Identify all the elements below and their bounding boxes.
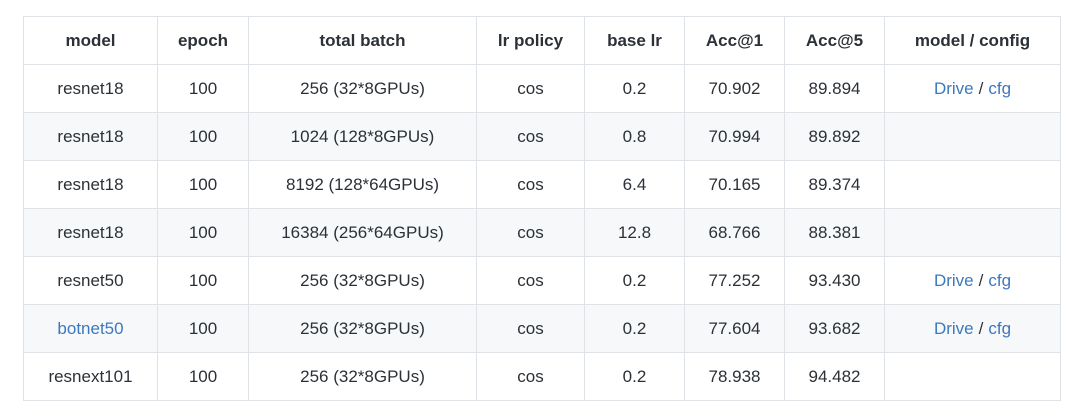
acc1-cell: 77.604 [684, 304, 785, 353]
model-cell: resnext101 [23, 352, 158, 401]
epoch-cell: 100 [157, 208, 249, 257]
model-config-cell: Drive / cfg [884, 304, 1061, 353]
table-header: model epoch total batch lr policy base l… [23, 16, 1061, 65]
model-config-cell [884, 352, 1061, 401]
lr-policy-cell: cos [476, 256, 585, 305]
column-header-acc1: Acc@1 [684, 16, 785, 65]
acc1-cell: 78.938 [684, 352, 785, 401]
epoch-cell: 100 [157, 160, 249, 209]
model-config-cell [884, 112, 1061, 161]
model-name: resnet18 [57, 222, 124, 242]
base-lr-cell: 0.2 [584, 352, 685, 401]
drive-link[interactable]: Drive [933, 78, 974, 98]
acc5-cell: 89.374 [784, 160, 885, 209]
model-cell: resnet50 [23, 256, 158, 305]
acc5-cell: 88.381 [784, 208, 885, 257]
acc5-cell: 93.430 [784, 256, 885, 305]
total-batch-cell: 1024 (128*8GPUs) [248, 112, 477, 161]
epoch-cell: 100 [157, 304, 249, 353]
epoch-cell: 100 [157, 64, 249, 113]
base-lr-cell: 0.2 [584, 304, 685, 353]
lr-policy-cell: cos [476, 112, 585, 161]
total-batch-cell: 256 (32*8GPUs) [248, 64, 477, 113]
base-lr-cell: 12.8 [584, 208, 685, 257]
model-config-cell [884, 208, 1061, 257]
base-lr-cell: 0.2 [584, 256, 685, 305]
cfg-link[interactable]: cfg [988, 318, 1012, 338]
acc5-cell: 94.482 [784, 352, 885, 401]
column-header-acc5: Acc@5 [784, 16, 885, 65]
epoch-cell: 100 [157, 112, 249, 161]
column-header-model-config: model / config [884, 16, 1061, 65]
total-batch-cell: 256 (32*8GPUs) [248, 352, 477, 401]
model-link[interactable]: botnet50 [57, 318, 124, 338]
acc5-cell: 93.682 [784, 304, 885, 353]
lr-policy-cell: cos [476, 64, 585, 113]
column-header-total-batch: total batch [248, 16, 477, 65]
model-config-cell [884, 160, 1061, 209]
table-row: resnet18 100 256 (32*8GPUs) cos 0.2 70.9… [23, 64, 1061, 113]
total-batch-cell: 256 (32*8GPUs) [248, 256, 477, 305]
base-lr-cell: 0.2 [584, 64, 685, 113]
base-lr-cell: 0.8 [584, 112, 685, 161]
model-cell: resnet18 [23, 208, 158, 257]
lr-policy-cell: cos [476, 352, 585, 401]
table-row: resnet50 100 256 (32*8GPUs) cos 0.2 77.2… [23, 256, 1061, 305]
model-name: resnet18 [57, 78, 124, 98]
epoch-cell: 100 [157, 352, 249, 401]
table-row: resnet18 100 1024 (128*8GPUs) cos 0.8 70… [23, 112, 1061, 161]
model-name: resnet50 [57, 270, 124, 290]
acc5-cell: 89.892 [784, 112, 885, 161]
benchmark-table: model epoch total batch lr policy base l… [23, 16, 1061, 401]
cfg-link[interactable]: cfg [988, 270, 1012, 290]
drive-link[interactable]: Drive [933, 270, 974, 290]
lr-policy-cell: cos [476, 304, 585, 353]
config-separator: / [978, 270, 984, 290]
lr-policy-cell: cos [476, 208, 585, 257]
acc1-cell: 77.252 [684, 256, 785, 305]
table-row: resnet18 100 8192 (128*64GPUs) cos 6.4 7… [23, 160, 1061, 209]
model-config-cell: Drive / cfg [884, 256, 1061, 305]
model-name: resnext101 [48, 366, 133, 386]
model-cell: botnet50 [23, 304, 158, 353]
table-row: botnet50 100 256 (32*8GPUs) cos 0.2 77.6… [23, 304, 1061, 353]
acc1-cell: 68.766 [684, 208, 785, 257]
table-body: resnet18 100 256 (32*8GPUs) cos 0.2 70.9… [23, 64, 1061, 401]
model-name: resnet18 [57, 126, 124, 146]
column-header-lr-policy: lr policy [476, 16, 585, 65]
table-row: resnet18 100 16384 (256*64GPUs) cos 12.8… [23, 208, 1061, 257]
column-header-model: model [23, 16, 158, 65]
epoch-cell: 100 [157, 256, 249, 305]
lr-policy-cell: cos [476, 160, 585, 209]
config-separator: / [978, 318, 984, 338]
total-batch-cell: 256 (32*8GPUs) [248, 304, 477, 353]
model-config-cell: Drive / cfg [884, 64, 1061, 113]
cfg-link[interactable]: cfg [988, 78, 1012, 98]
config-separator: / [978, 78, 984, 98]
base-lr-cell: 6.4 [584, 160, 685, 209]
acc1-cell: 70.994 [684, 112, 785, 161]
acc5-cell: 89.894 [784, 64, 885, 113]
table-row: resnext101 100 256 (32*8GPUs) cos 0.2 78… [23, 352, 1061, 401]
drive-link[interactable]: Drive [933, 318, 974, 338]
header-row: model epoch total batch lr policy base l… [23, 16, 1061, 65]
column-header-epoch: epoch [157, 16, 249, 65]
total-batch-cell: 8192 (128*64GPUs) [248, 160, 477, 209]
acc1-cell: 70.902 [684, 64, 785, 113]
total-batch-cell: 16384 (256*64GPUs) [248, 208, 477, 257]
column-header-base-lr: base lr [584, 16, 685, 65]
model-name: resnet18 [57, 174, 124, 194]
model-cell: resnet18 [23, 64, 158, 113]
model-cell: resnet18 [23, 160, 158, 209]
acc1-cell: 70.165 [684, 160, 785, 209]
model-cell: resnet18 [23, 112, 158, 161]
